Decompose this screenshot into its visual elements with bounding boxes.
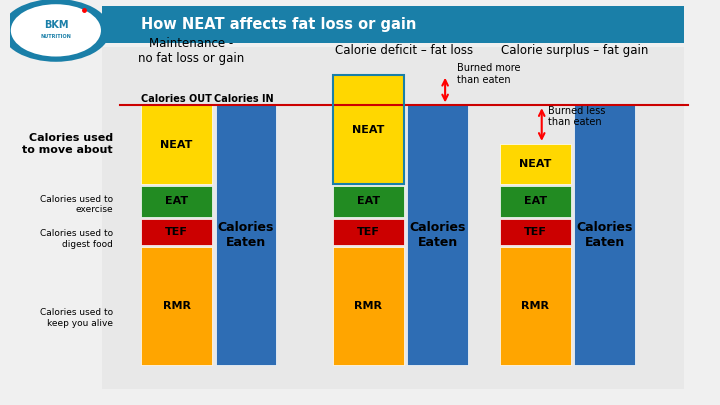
Circle shape bbox=[12, 5, 100, 55]
Text: EAT: EAT bbox=[165, 196, 188, 207]
Text: Calories used to
exercise: Calories used to exercise bbox=[40, 195, 113, 214]
Text: Calories
Eaten: Calories Eaten bbox=[410, 221, 466, 249]
FancyBboxPatch shape bbox=[141, 186, 212, 217]
Text: RMR: RMR bbox=[163, 301, 191, 311]
Text: Calories IN: Calories IN bbox=[215, 94, 274, 104]
FancyBboxPatch shape bbox=[333, 75, 404, 184]
Text: Calorie deficit – fat loss: Calorie deficit – fat loss bbox=[335, 44, 473, 57]
FancyBboxPatch shape bbox=[102, 47, 685, 389]
FancyBboxPatch shape bbox=[141, 247, 212, 364]
Text: BKM: BKM bbox=[44, 20, 68, 30]
FancyBboxPatch shape bbox=[333, 219, 404, 245]
Text: TEF: TEF bbox=[165, 227, 188, 237]
Text: Calories
Eaten: Calories Eaten bbox=[217, 221, 274, 249]
Text: Calories used to
digest food: Calories used to digest food bbox=[40, 229, 113, 249]
Text: Calories used
to move about: Calories used to move about bbox=[22, 133, 113, 155]
FancyBboxPatch shape bbox=[333, 186, 404, 217]
FancyBboxPatch shape bbox=[408, 105, 468, 364]
Text: EAT: EAT bbox=[357, 196, 380, 207]
Text: TEF: TEF bbox=[524, 227, 546, 237]
Text: NEAT: NEAT bbox=[519, 159, 552, 169]
Circle shape bbox=[3, 0, 109, 61]
FancyBboxPatch shape bbox=[141, 219, 212, 245]
Text: RMR: RMR bbox=[354, 301, 382, 311]
Text: Burned less
than eaten: Burned less than eaten bbox=[548, 106, 606, 127]
Text: NEAT: NEAT bbox=[352, 125, 384, 134]
Text: Calories
Eaten: Calories Eaten bbox=[577, 221, 633, 249]
Text: Calories OUT: Calories OUT bbox=[141, 94, 212, 104]
FancyBboxPatch shape bbox=[102, 6, 685, 43]
Text: Maintenance -
no fat loss or gain: Maintenance - no fat loss or gain bbox=[138, 36, 244, 65]
FancyBboxPatch shape bbox=[500, 144, 571, 184]
Text: NEAT: NEAT bbox=[161, 140, 193, 150]
FancyBboxPatch shape bbox=[500, 247, 571, 364]
FancyBboxPatch shape bbox=[216, 105, 276, 364]
FancyBboxPatch shape bbox=[500, 186, 571, 217]
Text: How NEAT affects fat loss or gain: How NEAT affects fat loss or gain bbox=[141, 17, 416, 32]
Text: NUTRITION: NUTRITION bbox=[40, 34, 71, 39]
FancyBboxPatch shape bbox=[333, 247, 404, 364]
Text: EAT: EAT bbox=[523, 196, 547, 207]
Text: TEF: TEF bbox=[357, 227, 380, 237]
Text: Calories used to
keep you alive: Calories used to keep you alive bbox=[40, 308, 113, 328]
Text: Calorie surplus – fat gain: Calorie surplus – fat gain bbox=[500, 44, 648, 57]
Text: RMR: RMR bbox=[521, 301, 549, 311]
Text: Burned more
than eaten: Burned more than eaten bbox=[457, 63, 521, 85]
FancyBboxPatch shape bbox=[575, 105, 635, 364]
FancyBboxPatch shape bbox=[141, 105, 212, 184]
FancyBboxPatch shape bbox=[500, 219, 571, 245]
